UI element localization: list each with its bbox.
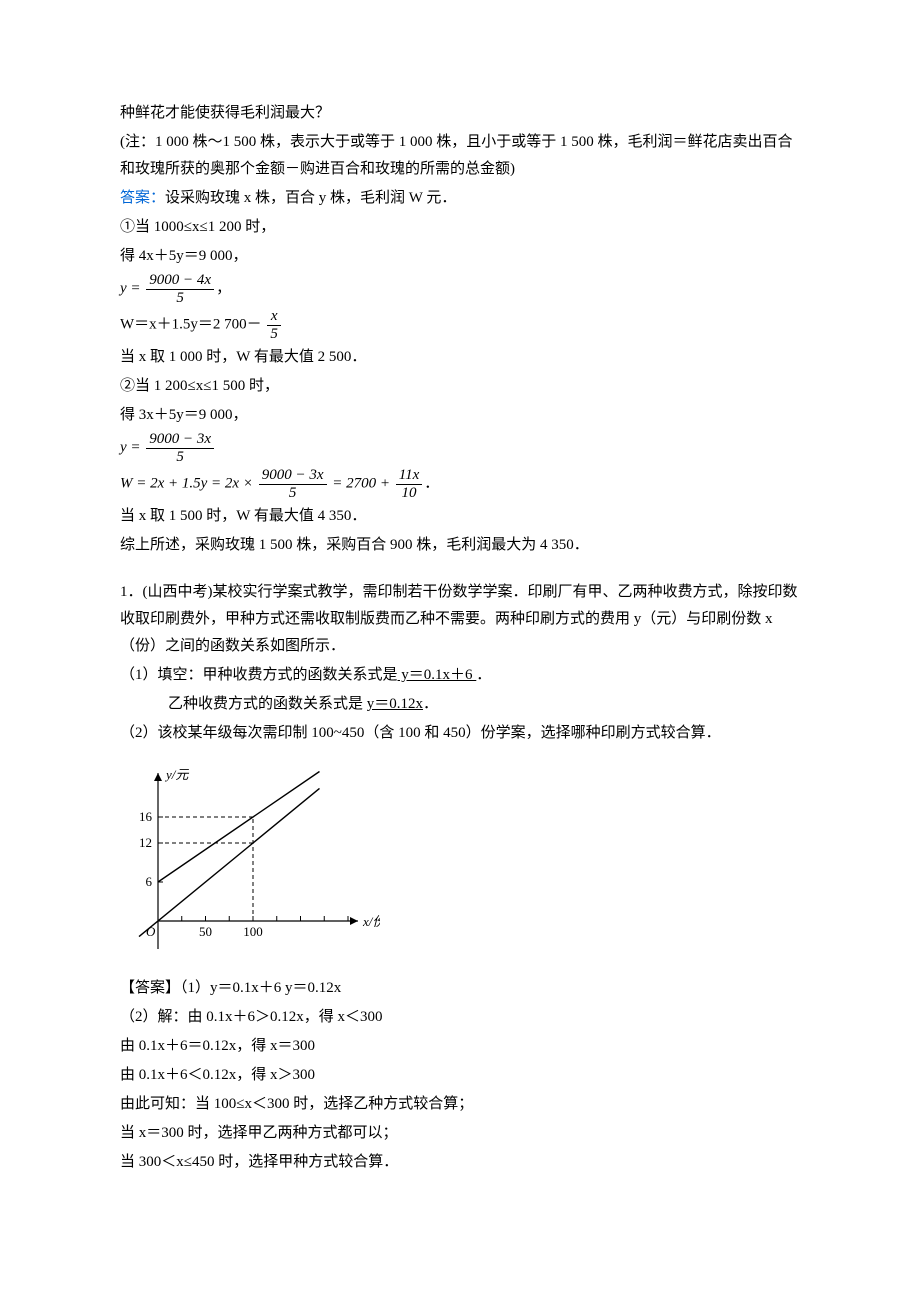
- answer-line: 答案：设采购玫瑰 x 株，百合 y 株，毛利润 W 元．: [120, 185, 800, 212]
- svg-text:O: O: [146, 924, 156, 939]
- text-line: 当 x 取 1 500 时，W 有最大值 4 350．: [120, 503, 800, 530]
- fill-blank-line: 乙种收费方式的函数关系式是 y＝0.12x．: [120, 691, 800, 718]
- eq-pre: W = 2x + 1.5y = 2x ×: [120, 475, 253, 491]
- equation-line: y = 9000 − 3x 5: [120, 431, 800, 465]
- equation-line: y = 9000 − 4x 5 ，: [120, 272, 800, 306]
- numerator: 9000 − 3x: [259, 467, 327, 485]
- fraction: 9000 − 3x 5: [146, 431, 214, 465]
- text-line: 当 x 取 1 000 时，W 有最大值 2 500．: [120, 344, 800, 371]
- question-intro: 1．(山西中考)某校实行学案式教学，需印制若干份数学学案．印刷厂有甲、乙两种收费…: [120, 579, 800, 660]
- text-line: 得 3x＋5y＝9 000，: [120, 402, 800, 429]
- solution-line: 由 0.1x＋6＜0.12x，得 x＞300: [120, 1062, 800, 1089]
- numerator: x: [267, 308, 281, 326]
- denominator: 5: [259, 485, 327, 502]
- eq-lhs: y =: [120, 439, 141, 455]
- solution-line: 当 x＝300 时，选择甲乙两种方式都可以；: [120, 1120, 800, 1147]
- equation-line: W＝x＋1.5y＝2 700－ x 5: [120, 308, 800, 342]
- eq-lhs: y =: [120, 280, 141, 296]
- svg-text:12: 12: [139, 835, 152, 850]
- chart-container: 6 12 16 50 100 Ox/份 y/元: [120, 761, 800, 961]
- fraction: x 5: [267, 308, 281, 342]
- eq-mid: = 2700 +: [332, 475, 390, 491]
- fraction: 11x 10: [396, 467, 423, 501]
- fraction: 9000 − 4x 5: [146, 272, 214, 306]
- svg-text:x/份: x/份: [362, 914, 380, 929]
- svg-text:6: 6: [146, 874, 153, 889]
- svg-text:16: 16: [139, 809, 153, 824]
- blank-answer: y＝0.1x＋6: [398, 667, 477, 683]
- denominator: 5: [146, 449, 214, 466]
- solution-line: （2）解：由 0.1x＋6＞0.12x，得 x＜300: [120, 1004, 800, 1031]
- blank-pre: （1）填空：甲种收费方式的函数关系式是: [120, 667, 398, 683]
- blank-answer: y＝0.12x: [367, 696, 423, 712]
- period: ．: [424, 475, 439, 491]
- denominator: 10: [396, 485, 423, 502]
- answer-bracket-label: 【答案】: [120, 980, 180, 996]
- denominator: 5: [146, 290, 214, 307]
- answer-label: 答案：: [120, 190, 165, 206]
- svg-text:100: 100: [243, 924, 263, 939]
- comma: ，: [216, 280, 231, 296]
- numerator: 9000 − 4x: [146, 272, 214, 290]
- eq-pre: W＝x＋1.5y＝2 700－: [120, 316, 262, 332]
- question-part: （2）该校某年级每次需印制 100~450（含 100 和 450）份学案，选择…: [120, 720, 800, 747]
- answer-block: 【答案】（1）y＝0.1x＋6 y＝0.12x: [120, 975, 800, 1002]
- solution-line: 由 0.1x＋6＝0.12x，得 x＝300: [120, 1033, 800, 1060]
- text-line: 得 4x＋5y＝9 000，: [120, 243, 800, 270]
- solution-line: 当 300＜x≤450 时，选择甲种方式较合算．: [120, 1149, 800, 1176]
- text-line: 综上所述，采购玫瑰 1 500 株，采购百合 900 株，毛利润最大为 4 35…: [120, 532, 800, 559]
- fill-blank-line: （1）填空：甲种收费方式的函数关系式是 y＝0.1x＋6 ．: [120, 662, 800, 689]
- numerator: 11x: [396, 467, 423, 485]
- blank-post: ．: [476, 667, 491, 683]
- denominator: 5: [267, 326, 281, 343]
- equation-line: W = 2x + 1.5y = 2x × 9000 − 3x 5 = 2700 …: [120, 467, 800, 501]
- text-line: ②当 1 200≤x≤1 500 时，: [120, 373, 800, 400]
- text-line: (注：1 000 株～1 500 株，表示大于或等于 1 000 株，且小于或等…: [120, 129, 800, 183]
- svg-text:50: 50: [199, 924, 212, 939]
- blank-pre: 乙种收费方式的函数关系式是: [168, 696, 367, 712]
- answer-text: （1）y＝0.1x＋6 y＝0.12x: [180, 980, 341, 996]
- svg-text:y/元: y/元: [164, 767, 189, 782]
- line-chart: 6 12 16 50 100 Ox/份 y/元: [120, 761, 380, 961]
- numerator: 9000 − 3x: [146, 431, 214, 449]
- fraction: 9000 − 3x 5: [259, 467, 327, 501]
- text-line: 种鲜花才能使获得毛利润最大？: [120, 100, 800, 127]
- solution-line: 由此可知：当 100≤x＜300 时，选择乙种方式较合算；: [120, 1091, 800, 1118]
- text-line: ①当 1000≤x≤1 200 时，: [120, 214, 800, 241]
- answer-text: 设采购玫瑰 x 株，百合 y 株，毛利润 W 元．: [165, 190, 456, 206]
- blank-post: ．: [423, 696, 438, 712]
